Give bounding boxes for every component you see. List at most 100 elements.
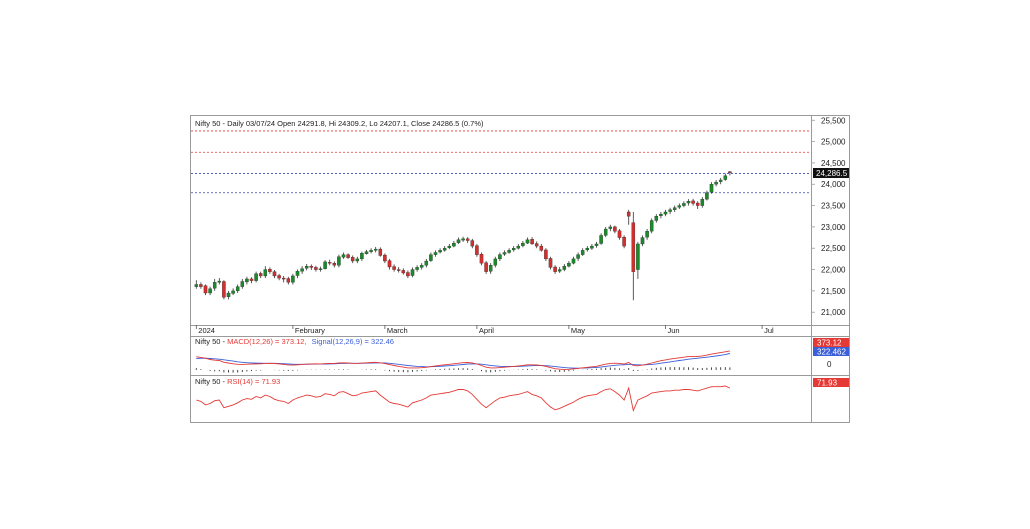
candle-body [327, 262, 332, 264]
candle [254, 271, 258, 283]
candle [631, 211, 636, 301]
candle [723, 173, 728, 181]
price-tick-label: 21,000 [821, 308, 846, 317]
candle-body [392, 266, 396, 270]
candle [493, 256, 498, 268]
candle-body [433, 252, 438, 255]
candle [456, 237, 461, 244]
candle [401, 268, 406, 275]
candle [686, 199, 691, 206]
rsi-badge: 71.93 [813, 378, 849, 388]
candle [350, 255, 355, 264]
candle [387, 258, 392, 270]
candle-body [603, 228, 608, 236]
candle [718, 177, 723, 185]
candle [677, 203, 682, 209]
candle-body [226, 292, 231, 297]
date-tick-label: May [571, 326, 585, 335]
candle-body [396, 269, 401, 271]
candle [714, 179, 718, 187]
candle [249, 277, 254, 284]
macd-legend-signal: Signal(12,26,9) = 322.46 [312, 337, 394, 346]
candle-body [617, 230, 622, 238]
candle-body [304, 265, 309, 269]
candle-body [332, 263, 337, 266]
candle-body [245, 278, 249, 283]
candle [406, 270, 410, 279]
candle [383, 253, 387, 264]
macd-badge-bg [813, 338, 849, 347]
candle-body [718, 179, 723, 182]
candle-body [511, 248, 516, 251]
candle-body [636, 243, 640, 270]
candle [212, 278, 217, 291]
candle-body [249, 278, 254, 281]
candle-body [640, 237, 645, 245]
candle-body [300, 268, 304, 272]
candle [498, 252, 502, 262]
candle-body [410, 269, 415, 276]
candle [626, 209, 631, 225]
candle [603, 226, 608, 238]
candle-body [539, 245, 544, 251]
chart-canvas: Nifty 50 - Daily 03/07/24 Open 24291.8, … [191, 116, 849, 422]
candle [429, 252, 433, 262]
candle-body [686, 201, 691, 204]
candle [291, 273, 295, 285]
candle [599, 233, 603, 245]
candle [323, 260, 327, 270]
macd-badge: 373.12 [813, 338, 849, 348]
candle [396, 266, 401, 273]
candle-body [314, 267, 318, 270]
signal-badge-bg [813, 347, 849, 356]
candle [378, 247, 383, 257]
candle-body [677, 205, 682, 208]
candle [622, 235, 626, 249]
candle [672, 205, 677, 212]
candle-body [709, 184, 714, 193]
candle-body [562, 265, 567, 270]
rsi-legend-value: RSI(14) = 71.93 [227, 377, 280, 386]
candle-body [318, 268, 323, 270]
candle [640, 235, 645, 247]
candle-body [341, 254, 346, 258]
rsi-line [196, 385, 731, 412]
candle-body [622, 236, 626, 247]
date-tick-label: February [295, 326, 325, 335]
candle [617, 229, 622, 240]
candle-body [470, 240, 475, 247]
candle [580, 248, 585, 256]
candle [695, 201, 700, 209]
candle-body [571, 258, 576, 264]
candlesticks [194, 171, 732, 301]
candle-body [498, 254, 502, 260]
candle [590, 243, 594, 250]
candle-body [401, 270, 406, 274]
macd-legend-instrument: Nifty 50 - [195, 337, 227, 346]
candle [521, 240, 525, 248]
candle [571, 256, 576, 265]
date-tick-label: Jul [764, 326, 774, 335]
candle-body [484, 262, 488, 272]
candle-body [415, 267, 419, 270]
candle-body [291, 275, 295, 283]
candle-body [544, 249, 548, 260]
candle [511, 246, 516, 252]
candle-body [576, 254, 580, 259]
rsi-legend-instrument: Nifty 50 - [195, 377, 227, 386]
candle [705, 190, 709, 201]
candle-body [626, 211, 631, 217]
candle [442, 246, 447, 252]
signal-line [196, 353, 731, 369]
candle [360, 251, 364, 262]
candle-body [714, 181, 718, 185]
macd-histogram [195, 367, 731, 373]
candle [585, 246, 590, 252]
candle-body [695, 202, 700, 206]
candle-body [668, 209, 672, 212]
candle [355, 256, 360, 264]
candle [576, 252, 580, 262]
rsi-legend: Nifty 50 - RSI(14) = 71.93 [195, 377, 280, 386]
candle [465, 237, 470, 244]
candle-body [705, 192, 709, 200]
